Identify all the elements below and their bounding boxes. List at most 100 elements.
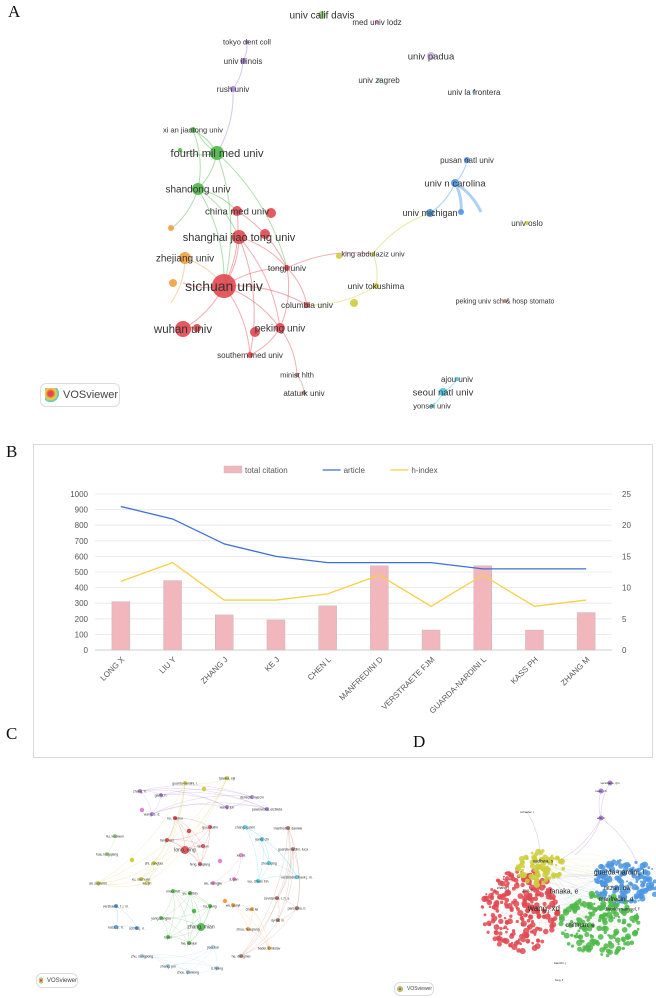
- network-d-node: [647, 866, 651, 870]
- network-d-node: [585, 901, 591, 907]
- network-d-link: [600, 782, 611, 819]
- network-c-link: [251, 908, 270, 949]
- network-c-authors: tanaka, eiji guarda-nardini, l. zhang, h. g…: [89, 776, 313, 975]
- network-d-node: [589, 934, 593, 937]
- network-d-node: [613, 928, 620, 935]
- network-c-link: [212, 946, 218, 969]
- network-d-node: [528, 884, 535, 891]
- network-d-node: [569, 919, 574, 924]
- network-d-node: [620, 911, 625, 915]
- network-c-node: [250, 907, 254, 911]
- network-d-node: [499, 926, 503, 931]
- network-c-link: [106, 835, 116, 855]
- network-d-node: [505, 930, 508, 934]
- network-c-node: [231, 903, 235, 907]
- network-d-node: [504, 919, 509, 924]
- network-d-node: [566, 941, 571, 946]
- network-d-node: [597, 869, 604, 876]
- network-d-link: [546, 869, 630, 941]
- network-c-node: [286, 826, 290, 830]
- network-d-node: [504, 878, 509, 883]
- network-d-node: [589, 939, 592, 942]
- network-c-node: [217, 858, 223, 864]
- network-c-link: [166, 826, 211, 841]
- y-right-tick-label: 0: [622, 646, 627, 655]
- network-d-node: [642, 883, 645, 886]
- y-left-tick-label: 200: [75, 615, 89, 624]
- network-d-node: [483, 913, 487, 917]
- network-c-link: [202, 826, 211, 847]
- network-c-node: [145, 881, 149, 885]
- network-d-node-label: arzi, b: [597, 816, 606, 820]
- network-d-node: [589, 924, 593, 928]
- network-d-node: [593, 902, 596, 906]
- network-d-node: [592, 943, 595, 947]
- network-a-link: [306, 285, 377, 306]
- network-a-node: [503, 299, 507, 303]
- network-c-node: [171, 889, 175, 893]
- network-a-node: [193, 324, 201, 332]
- network-c-link: [97, 882, 148, 887]
- network-d-node: [515, 919, 519, 924]
- network-d-node: [504, 893, 508, 897]
- network-c-node: [139, 807, 145, 813]
- network-c-node-label: he, dongmei: [232, 955, 251, 959]
- network-c-node-label: paniagua, b.: [288, 907, 307, 911]
- network-c-node-label: wu, gaoyi: [226, 904, 241, 908]
- network-c-node: [225, 776, 229, 780]
- network-d-node-label: wang, xd: [527, 904, 560, 913]
- network-d-node: [563, 932, 570, 939]
- network-d-node: [528, 873, 534, 879]
- network-c-link: [199, 826, 211, 865]
- network-a-node: [458, 209, 464, 215]
- network-c-link: [172, 890, 190, 944]
- network-d-node: [612, 933, 617, 937]
- network-a-node-label: peking univ: [255, 324, 306, 335]
- network-c-node-label: wang, s. d.: [144, 813, 160, 817]
- network-c-node-label: guarda-nardini, l.: [172, 782, 198, 786]
- network-d-node: [565, 924, 568, 927]
- network-c-link: [160, 917, 169, 938]
- bar-total-citation: [215, 614, 234, 651]
- network-d-node: [634, 860, 638, 865]
- network-c-link: [240, 919, 279, 957]
- network-d-node: [492, 936, 498, 942]
- network-c-link: [141, 955, 169, 967]
- network-d-node: [552, 904, 556, 908]
- network-a-node: [302, 391, 306, 395]
- network-c-node-label: zhou, huaqiang: [236, 928, 259, 932]
- network-d-node: [633, 899, 637, 904]
- network-a-node-label: med univ lodz: [352, 18, 401, 27]
- network-d-node: [607, 780, 613, 786]
- network-a-link: [216, 88, 234, 154]
- network-d-node: [523, 933, 529, 939]
- network-a-node: [472, 90, 476, 94]
- network-d-node: [520, 937, 526, 943]
- network-c-node-label: xu, nachuan: [132, 878, 151, 882]
- network-d-node: [485, 893, 488, 896]
- network-c-link: [115, 905, 138, 929]
- network-c-node-label: xu, jia: [237, 854, 246, 858]
- network-d-node: [638, 888, 646, 895]
- network-c-node-label: zhou, qianlong: [177, 971, 199, 975]
- network-d-node: [651, 886, 656, 891]
- network-c-link: [276, 827, 290, 899]
- network-d-node: [620, 936, 626, 942]
- y-left-tick-label: 1000: [70, 490, 88, 499]
- network-d-node: [597, 918, 602, 923]
- network-d-node: [517, 909, 524, 917]
- network-c-node: [291, 847, 295, 851]
- vosviewer-badge-d: VOSviewer: [394, 982, 434, 996]
- network-c-link: [244, 826, 298, 878]
- network-d-node: [561, 866, 566, 871]
- network-c-node-label: liu, xiaowen: [106, 835, 124, 839]
- network-d-node: [582, 945, 587, 950]
- network-c-node: [150, 812, 154, 816]
- network-c-node: [159, 793, 163, 797]
- network-d-node: [609, 862, 615, 867]
- network-a-node-label: zhejiang univ: [156, 254, 214, 265]
- network-d-node: [528, 914, 533, 919]
- network-c-link: [212, 854, 242, 884]
- network-d-node: [623, 941, 627, 946]
- network-a-link: [372, 212, 431, 255]
